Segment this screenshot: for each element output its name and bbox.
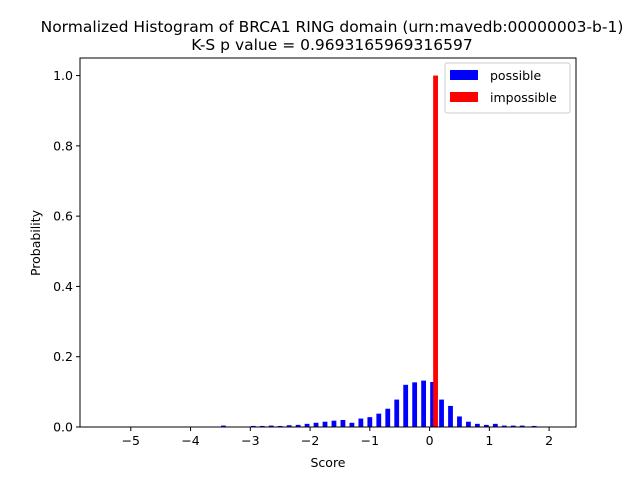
bar-possible-4	[277, 425, 283, 427]
y-axis-ticks: 0.0 0.2 0.4 0.6 0.8 1.0	[53, 68, 80, 435]
x-tick-label: 2	[545, 433, 553, 448]
y-tick-label: 0.4	[53, 279, 73, 294]
y-tick-label: 0.8	[53, 138, 73, 153]
bar-possible-30	[510, 425, 516, 427]
bar-possible-19	[412, 382, 418, 427]
bar-possible-2	[259, 425, 265, 427]
bar-possible-12	[349, 422, 355, 427]
bar-possible-18	[403, 384, 409, 427]
chart-title: Normalized Histogram of BRCA1 RING domai…	[41, 18, 624, 36]
legend-label-impossible: impossible	[490, 90, 557, 105]
bar-possible-8	[313, 422, 319, 427]
bar-possible-22	[439, 399, 444, 427]
legend-swatch-impossible	[450, 92, 478, 102]
x-tick-label: −1	[361, 433, 379, 448]
bar-possible-15	[376, 413, 382, 427]
bar-possible-25	[466, 421, 471, 427]
bar-possible-9	[322, 421, 328, 427]
bar-possible-28	[492, 423, 498, 427]
legend-swatch-possible	[450, 70, 478, 80]
bar-possible-27	[483, 424, 489, 427]
bar-possible-32	[531, 425, 537, 427]
bar-possible-20	[421, 380, 427, 427]
bar-possible-26	[475, 423, 480, 427]
bar-possible-16	[385, 408, 391, 427]
x-tick-label: 0	[426, 433, 434, 448]
x-tick-label: −3	[241, 433, 259, 448]
x-axis-ticks: −5 −4 −3 −2 −1 0 1 2	[122, 427, 553, 448]
y-axis-label: Probability	[28, 209, 43, 276]
plot-frame	[79, 57, 577, 428]
legend-label-possible: possible	[490, 68, 541, 83]
bar-possible-10	[331, 420, 337, 427]
bar-possible-13	[358, 418, 364, 427]
bar-impossible-0	[433, 75, 438, 428]
x-tick-label: −5	[122, 433, 140, 448]
x-tick-label: −4	[181, 433, 199, 448]
legend: possible impossible	[444, 62, 571, 114]
y-tick-label: 0.2	[53, 349, 73, 364]
x-axis-label: Score	[310, 455, 345, 470]
bar-possible-21	[430, 382, 435, 427]
bar-possible-3	[268, 425, 274, 427]
bar-possible-17	[394, 399, 400, 427]
bar-possible-24	[457, 416, 462, 427]
bar-possible-0	[221, 425, 226, 427]
bar-possible-29	[501, 425, 507, 427]
y-tick-label: 1.0	[53, 68, 73, 83]
bars-layer	[221, 75, 537, 428]
chart-subtitle: K-S p value = 0.9693165969316597	[191, 36, 472, 54]
bar-possible-14	[367, 417, 373, 427]
bar-possible-11	[340, 419, 346, 427]
y-tick-label: 0.6	[53, 209, 73, 224]
x-tick-label: 1	[485, 433, 493, 448]
bar-possible-31	[519, 425, 525, 427]
bar-possible-7	[304, 423, 310, 427]
y-tick-label: 0.0	[53, 420, 73, 435]
bar-possible-23	[448, 405, 453, 427]
x-tick-label: −2	[301, 433, 319, 448]
bar-possible-6	[295, 424, 301, 427]
bar-possible-1	[250, 425, 256, 427]
bar-possible-5	[286, 425, 292, 427]
